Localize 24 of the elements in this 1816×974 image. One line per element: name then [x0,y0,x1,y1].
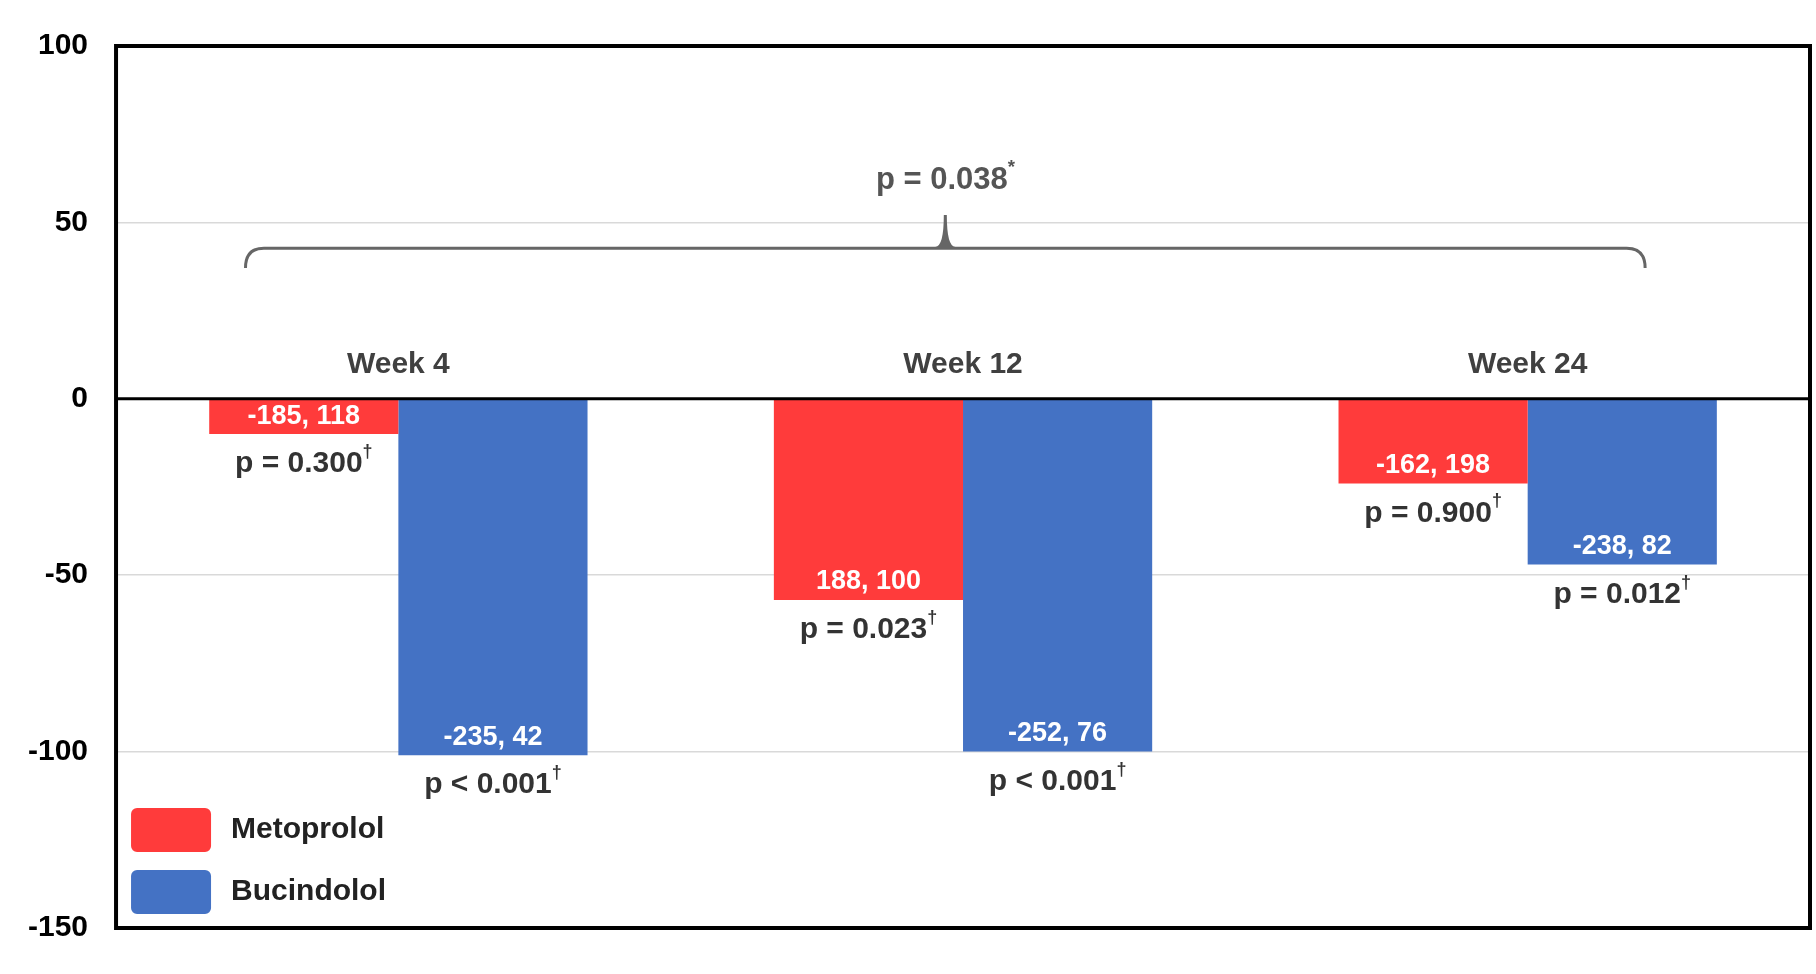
y-tick-label: -50 [44,556,89,590]
annotation: -252, 76 [1008,717,1108,748]
y-tick-label: 100 [37,27,89,61]
annotation: p < 0.001† [988,758,1127,796]
x-tick-label: Week 12 [903,346,1023,380]
annotation: p = 0.023† [799,606,938,645]
x-tick-label: Week 4 [346,346,451,380]
legend-label: Bucindolol [231,873,387,907]
annotation: -185, 118 [247,399,361,430]
y-tick-label: 0 [71,380,89,414]
annotation: -162, 198 [1376,448,1491,479]
annotation: -238, 82 [1572,530,1672,561]
annotation: -235, 42 [443,720,543,751]
annotation: 188, 100 [815,565,921,596]
annotation: p = 0.038* [875,155,1016,196]
annotation: p < 0.001† [424,762,562,800]
y-tick-label: 50 [54,203,89,237]
x-tick-label: Week 24 [1467,346,1588,380]
y-tick-label: -100 [28,732,89,766]
y-tick-label: -150 [28,909,89,943]
annotation: p = 0.900† [1364,490,1502,528]
annotation: p = 0.300† [234,441,373,479]
legend-label: Metoprolol [231,811,385,845]
annotation: p = 0.012† [1553,571,1692,609]
